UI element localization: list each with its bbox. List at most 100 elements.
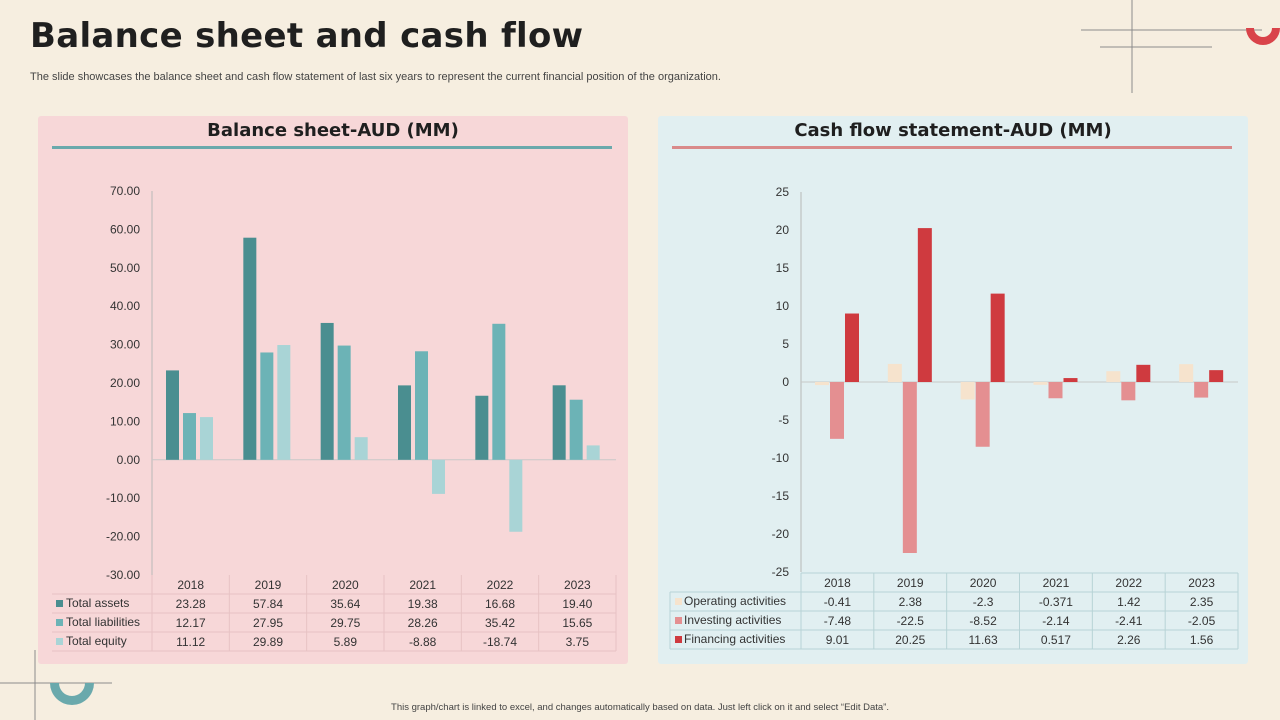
legend-label-financing-activities: Financing activities xyxy=(684,632,785,646)
data-label: -2.14 xyxy=(1042,614,1070,628)
bar-financing-activities-2021 xyxy=(1063,378,1078,382)
data-label: -0.371 xyxy=(1039,595,1073,609)
data-label: -2.3 xyxy=(973,595,994,609)
y-tick-label: 0.00 xyxy=(117,453,141,467)
bar-investing-activities-2021 xyxy=(1048,382,1063,399)
data-label: 9.01 xyxy=(826,633,850,647)
bar-total-liabilities-2023 xyxy=(569,399,583,460)
data-label: -18.74 xyxy=(483,635,517,649)
bar-total-liabilities-2018 xyxy=(183,413,196,460)
balance-sheet-title: Balance sheet-AUD (MM) xyxy=(207,120,459,141)
bar-total-equity-2018 xyxy=(200,417,213,460)
data-label: 57.84 xyxy=(253,597,283,611)
balance-sheet-chart: 70.00 60.00 50.00 40.00 30.00 20.00 10.00 0.00 -… xyxy=(52,184,617,652)
category-label-2020: 2020 xyxy=(332,578,359,592)
bar-total-assets-2019 xyxy=(243,237,257,460)
bar-investing-activities-2019 xyxy=(902,382,917,553)
category-label-2022: 2022 xyxy=(1115,576,1142,590)
data-label: 2.35 xyxy=(1190,595,1214,609)
data-label: 2.26 xyxy=(1117,633,1141,647)
data-label: 20.25 xyxy=(895,633,925,647)
bar-total-equity-2023 xyxy=(586,445,600,460)
data-label: -2.41 xyxy=(1115,614,1143,628)
bar-operating-activities-2020 xyxy=(960,382,975,400)
data-label: 15.65 xyxy=(562,616,592,630)
data-label: 23.28 xyxy=(176,597,206,611)
legend-label-total-assets: Total assets xyxy=(66,596,129,610)
bar-total-equity-2021 xyxy=(432,459,445,494)
y-tick-label: -20 xyxy=(772,527,790,541)
bar-total-liabilities-2021 xyxy=(415,351,428,460)
data-label: 28.26 xyxy=(408,616,438,630)
y-tick-label: 70.00 xyxy=(110,184,140,198)
data-label: 35.42 xyxy=(485,616,515,630)
y-tick-label: 0 xyxy=(782,375,789,389)
y-tick-label: -30.00 xyxy=(106,568,140,582)
page-title: Balance sheet and cash flow xyxy=(30,16,584,56)
data-label: -0.41 xyxy=(824,595,852,609)
category-label-2020: 2020 xyxy=(970,576,997,590)
bar-total-assets-2023 xyxy=(552,385,566,460)
data-label: 16.68 xyxy=(485,597,515,611)
data-label: -7.48 xyxy=(824,614,852,628)
cash-flow-title-underline xyxy=(672,146,1232,149)
legend-label-total-equity: Total equity xyxy=(66,634,127,648)
bar-investing-activities-2022 xyxy=(1121,382,1136,401)
y-tick-label: 20.00 xyxy=(110,376,140,390)
bar-total-liabilities-2019 xyxy=(260,352,274,460)
category-label-2021: 2021 xyxy=(1043,576,1070,590)
bar-financing-activities-2018 xyxy=(845,313,859,382)
bar-investing-activities-2020 xyxy=(975,382,990,447)
y-tick-label: 5 xyxy=(782,337,789,351)
category-label-2019: 2019 xyxy=(897,576,924,590)
balance-sheet-title-underline xyxy=(52,146,612,149)
legend-label-operating-activities: Operating activities xyxy=(684,594,786,608)
y-tick-label: 50.00 xyxy=(110,261,140,275)
y-tick-label: 60.00 xyxy=(110,222,140,236)
data-label: 11.12 xyxy=(176,635,205,649)
y-tick-label: 20 xyxy=(776,223,790,237)
bar-financing-activities-2020 xyxy=(990,293,1005,382)
y-tick-label: 10 xyxy=(776,299,790,313)
bar-operating-activities-2023 xyxy=(1179,364,1194,382)
bar-financing-activities-2022 xyxy=(1136,364,1151,382)
data-label: 29.75 xyxy=(330,616,360,630)
bar-total-equity-2022 xyxy=(509,459,523,532)
category-label-2023: 2023 xyxy=(1188,576,1215,590)
data-label: 0.517 xyxy=(1041,633,1071,647)
y-tick-label: -10.00 xyxy=(106,491,140,505)
cash-flow-panel: Cash flow statement-AUD (MM) 25 20 15 10 5 0 -… xyxy=(658,116,1248,664)
category-label-2022: 2022 xyxy=(487,578,514,592)
bar-operating-activities-2021 xyxy=(1033,382,1048,385)
legend-label-total-liabilities: Total liabilities xyxy=(66,615,140,629)
legend-swatch-operating-activities xyxy=(675,598,682,605)
cash-flow-title: Cash flow statement-AUD (MM) xyxy=(794,120,1112,141)
bar-investing-activities-2023 xyxy=(1194,382,1209,398)
y-tick-label: -15 xyxy=(772,489,790,503)
data-label: 19.38 xyxy=(408,597,438,611)
data-label: 12.17 xyxy=(176,616,206,630)
category-label-2021: 2021 xyxy=(409,578,436,592)
bar-operating-activities-2019 xyxy=(887,363,902,382)
data-label: 11.63 xyxy=(969,633,998,647)
data-label: 35.64 xyxy=(330,597,360,611)
bar-investing-activities-2018 xyxy=(830,382,844,439)
y-tick-label: -20.00 xyxy=(106,530,140,544)
y-tick-label: 15 xyxy=(776,261,790,275)
y-tick-label: -5 xyxy=(778,413,789,427)
y-tick-label: 10.00 xyxy=(110,414,140,428)
data-label: 29.89 xyxy=(253,635,283,649)
bar-total-assets-2022 xyxy=(475,395,489,460)
legend-swatch-total-assets xyxy=(56,600,63,607)
data-label: 19.40 xyxy=(562,597,592,611)
legend-swatch-investing-activities xyxy=(675,617,682,624)
bar-financing-activities-2023 xyxy=(1209,370,1224,382)
data-label: 3.75 xyxy=(566,635,590,649)
data-label: 27.95 xyxy=(253,616,283,630)
footer-note: This graph/chart is linked to excel, and… xyxy=(391,702,889,713)
y-tick-label: 40.00 xyxy=(110,299,140,313)
data-label: -22.5 xyxy=(897,614,925,628)
legend-swatch-financing-activities xyxy=(675,636,682,643)
bar-operating-activities-2018 xyxy=(815,382,829,386)
data-label: 1.56 xyxy=(1190,633,1214,647)
